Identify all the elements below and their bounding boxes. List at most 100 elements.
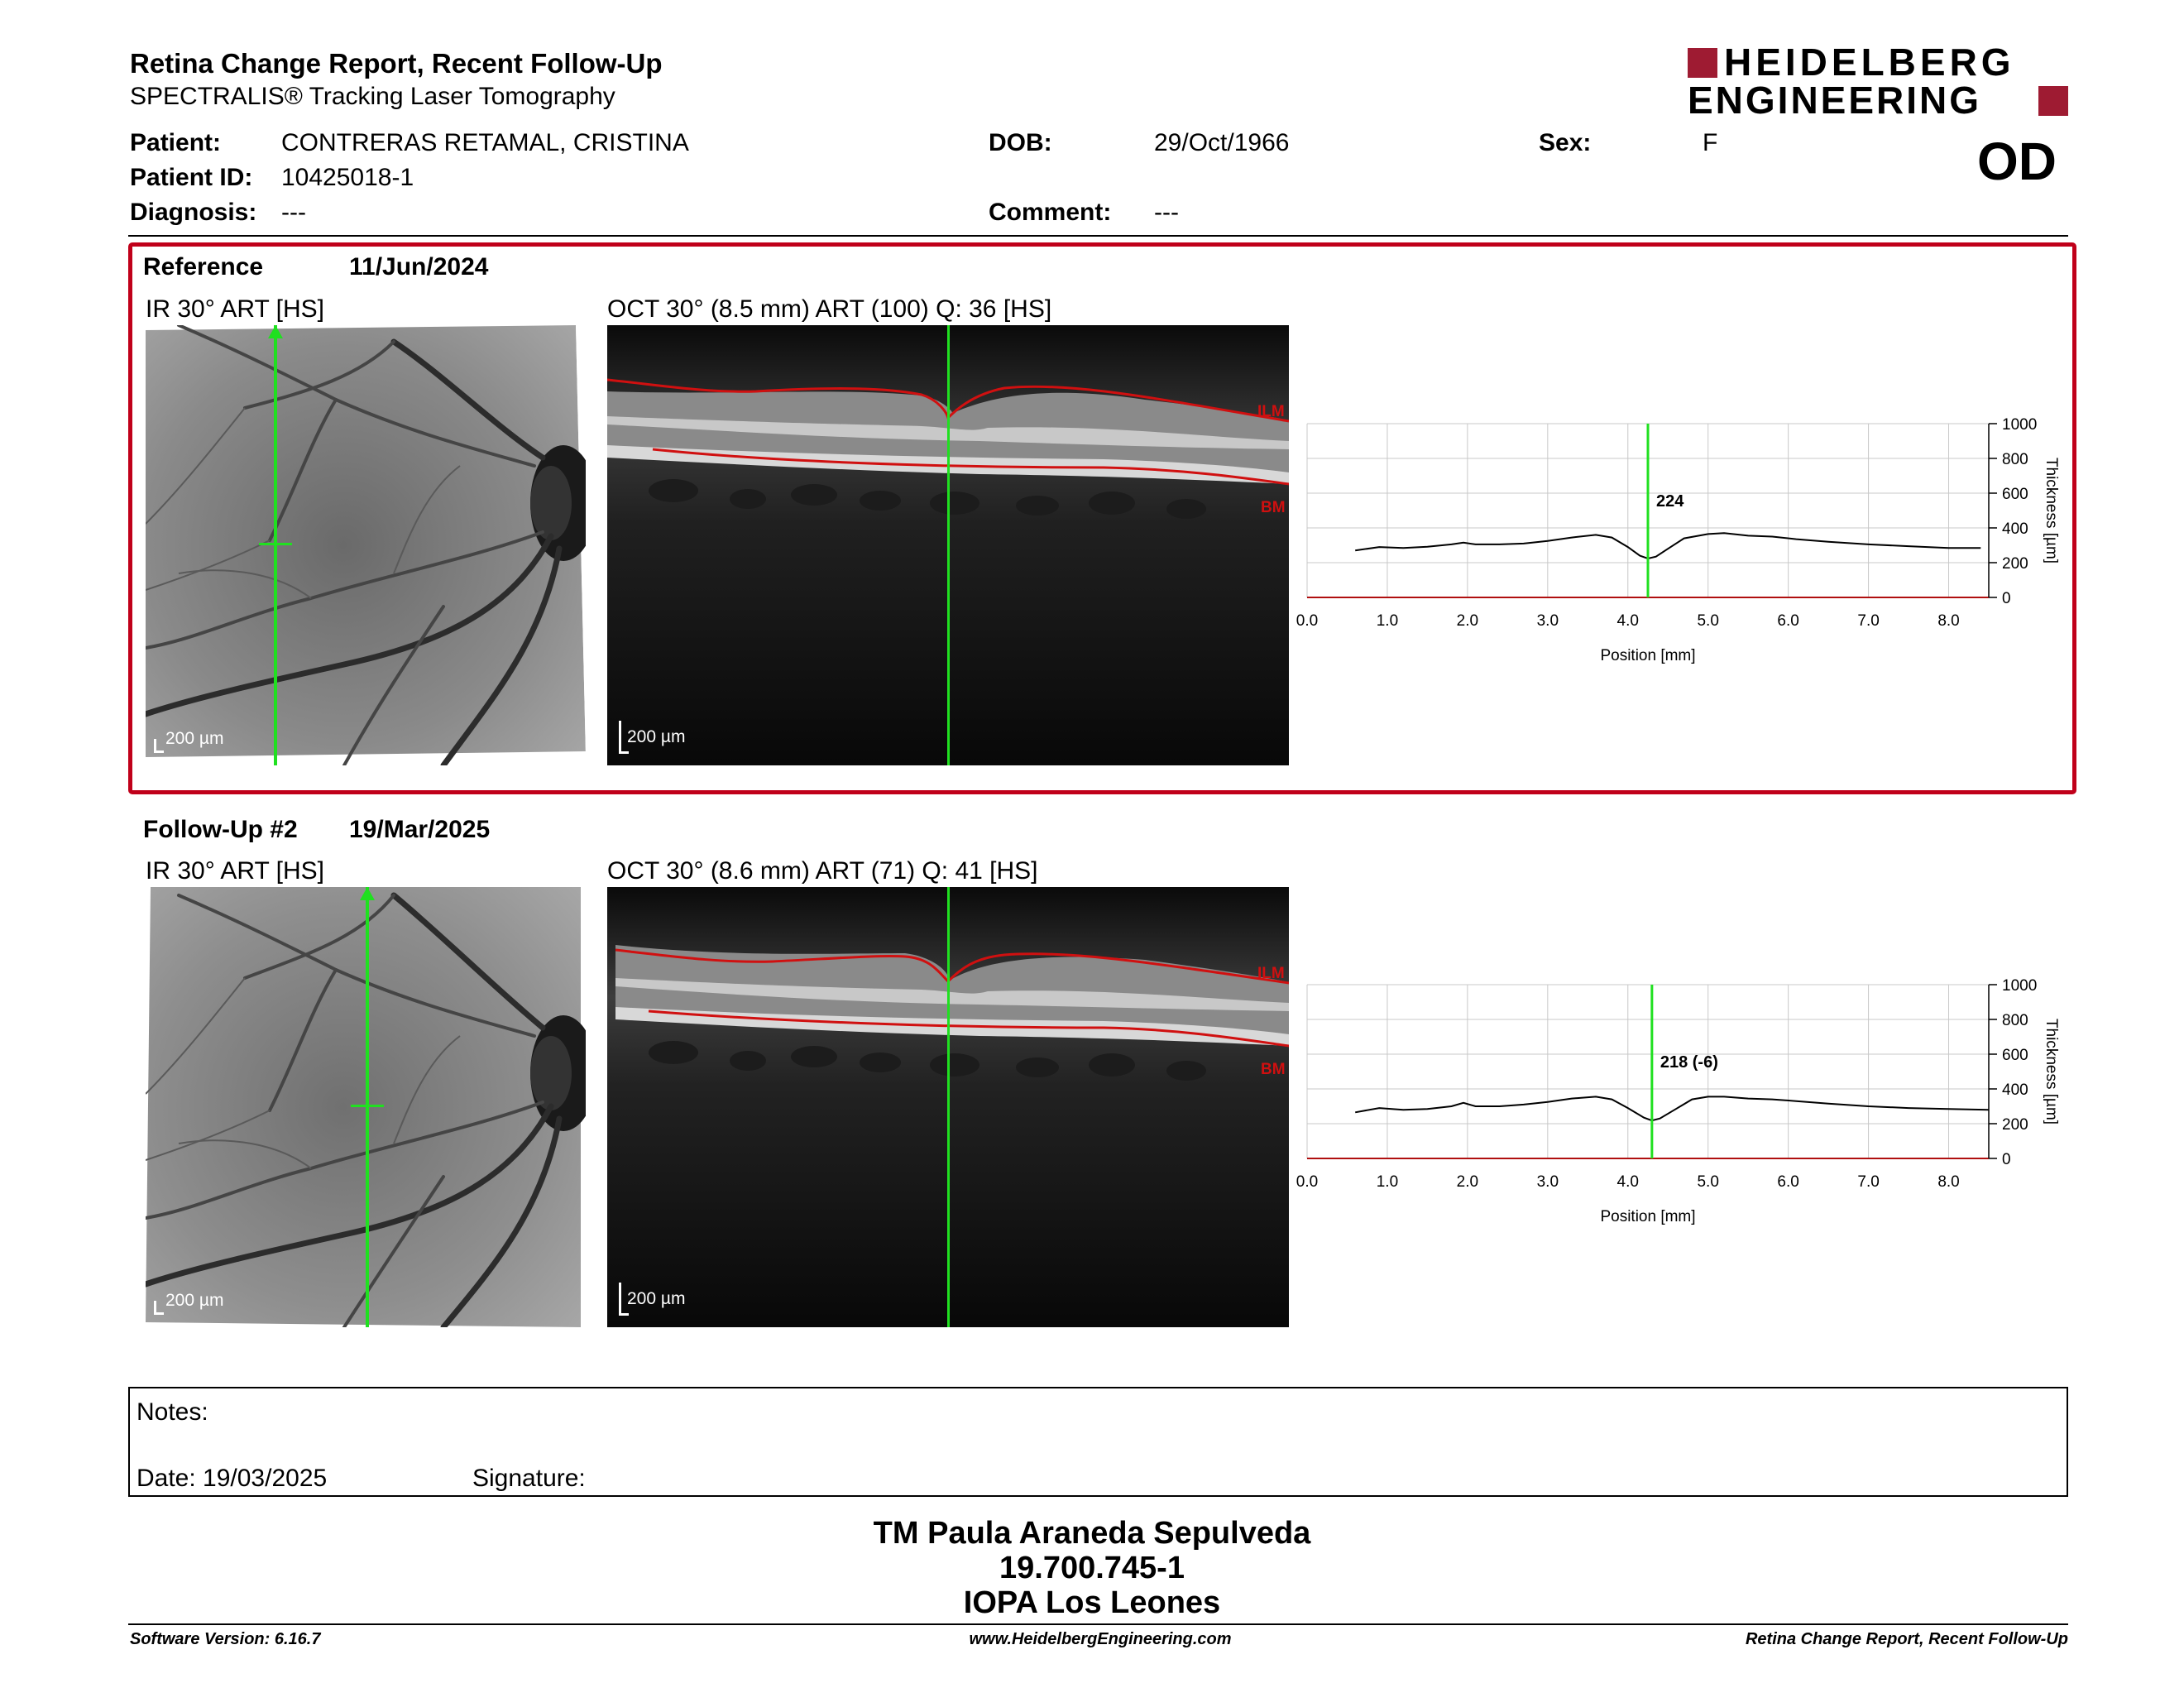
reference-y-tick-label: 600 <box>2002 486 2028 503</box>
followup-y-axis-title: Thickness [µm] <box>2043 1019 2060 1125</box>
followup-marker-value: 218 (-6) <box>1660 1053 1718 1072</box>
reference-x-tick-label: 4.0 <box>1617 612 1639 630</box>
followup-thickness-line <box>1355 1096 1990 1122</box>
reference-thickness-line <box>1355 532 1981 560</box>
reference-panel-border <box>128 242 2076 794</box>
followup-date: 19/Mar/2025 <box>349 816 491 843</box>
reference-x-tick-label: 6.0 <box>1777 612 1798 630</box>
followup-x-tick-label: 3.0 <box>1537 1173 1559 1191</box>
diagnosis-label: Diagnosis: <box>130 199 257 226</box>
followup-x-tick-label: 2.0 <box>1457 1173 1478 1191</box>
followup-label: Follow-Up #2 <box>143 816 298 843</box>
dob-label: DOB: <box>989 129 1052 156</box>
reference-ir-scale-text: 200 µm <box>165 729 224 748</box>
followup-y-tick-label: 200 <box>2002 1116 2028 1134</box>
reference-y-tick-label: 200 <box>2002 555 2028 573</box>
reference-x-tick-label: 8.0 <box>1937 612 1959 630</box>
reference-y-axis-title: Thickness [µm] <box>2043 458 2060 563</box>
followup-x-tick-label: 0.0 <box>1296 1173 1318 1191</box>
reference-label: Reference <box>143 253 264 281</box>
reference-oct-scalebar <box>619 721 621 754</box>
reference-x-tick-label: 1.0 <box>1377 612 1398 630</box>
followup-bm-label: BM <box>1261 1061 1286 1078</box>
reference-x-tick-label: 3.0 <box>1537 612 1559 630</box>
reference-thickness-chart: 0 200 400 600 800 1000 0.0 1.0 2.0 3.0 4.0 5.0 6.0 7.… <box>1296 416 2060 664</box>
followup-x-tick-label: 7.0 <box>1857 1173 1879 1191</box>
followup-y-tick-label: 800 <box>2002 1012 2028 1029</box>
reference-x-tick-label: 2.0 <box>1457 612 1478 630</box>
reference-oct-bscan-image: ILM BM 200 µm <box>607 325 1289 765</box>
followup-scan-line <box>366 887 369 1327</box>
footer-divider <box>128 1623 2068 1625</box>
operator-place: IOPA Los Leones <box>963 1585 1221 1620</box>
sex-label: Sex: <box>1539 129 1592 156</box>
followup-ilm-label: ILM <box>1257 965 1285 982</box>
followup-x-tick-label: 1.0 <box>1377 1173 1398 1191</box>
followup-y-tick-label: 1000 <box>2002 977 2037 995</box>
reference-bm-label: BM <box>1261 499 1286 516</box>
notes-label: Notes: <box>136 1398 208 1426</box>
followup-x-tick-label: 4.0 <box>1617 1173 1639 1191</box>
reference-x-tick-label: 7.0 <box>1857 612 1879 630</box>
reference-ir-fundus-image: 200 µm <box>146 325 586 765</box>
followup-x-tick-label: 5.0 <box>1697 1173 1718 1191</box>
followup-oct-scalebar <box>619 1283 621 1316</box>
logo-line1: HEIDELBERG <box>1724 41 2015 84</box>
followup-y-tick-label: 600 <box>2002 1047 2028 1064</box>
followup-ir-fundus-image: 200 µm <box>146 887 586 1327</box>
followup-y-tick-label: 0 <box>2002 1151 2011 1168</box>
reference-ilm-label: ILM <box>1257 403 1285 420</box>
reference-y-tick-label: 1000 <box>2002 416 2037 434</box>
operator-id: 19.700.745-1 <box>999 1551 1185 1585</box>
eye-label: OD <box>1977 132 2057 191</box>
reference-ir-scalebar <box>154 739 156 752</box>
followup-x-axis-title: Position [mm] <box>1600 1208 1695 1225</box>
followup-ir-caption: IR 30° ART [HS] <box>146 857 324 885</box>
followup-y-tick-label: 400 <box>2002 1081 2028 1099</box>
followup-oct-scale-text: 200 µm <box>627 1289 686 1308</box>
signature-label: Signature: <box>472 1465 586 1492</box>
header-divider <box>128 235 2068 237</box>
reference-y-tick-label: 0 <box>2002 590 2011 607</box>
reference-scan-line <box>274 325 277 765</box>
followup-ir-scalebar <box>154 1301 156 1314</box>
reference-x-axis-title: Position [mm] <box>1600 647 1695 664</box>
logo-square-bottom <box>2038 86 2068 116</box>
logo-line2: ENGINEERING <box>1688 79 1982 122</box>
comment-value: --- <box>1154 199 1179 226</box>
reference-y-tick-label: 400 <box>2002 520 2028 538</box>
followup-oct-position-line <box>947 887 950 1327</box>
report-subtitle: SPECTRALIS® Tracking Laser Tomography <box>130 83 615 110</box>
operator-name: TM Paula Araneda Sepulveda <box>873 1516 1311 1551</box>
reference-ir-caption: IR 30° ART [HS] <box>146 295 324 323</box>
logo-square-top <box>1688 48 1717 78</box>
notes-date: Date: 19/03/2025 <box>136 1465 328 1492</box>
patient-id: 10425018-1 <box>281 164 414 191</box>
reference-marker-value: 224 <box>1656 492 1684 511</box>
report-title: Retina Change Report, Recent Follow-Up <box>130 48 663 79</box>
followup-ir-scale-text: 200 µm <box>165 1291 224 1310</box>
sex-value: F <box>1703 129 1718 156</box>
reference-scan-arrow-icon <box>268 325 283 338</box>
reference-y-tick-label: 800 <box>2002 451 2028 468</box>
followup-oct-bscan-image: ILM BM 200 µm <box>607 887 1289 1327</box>
diagnosis-value: --- <box>281 199 306 226</box>
footer-report-name: Retina Change Report, Recent Follow-Up <box>1745 1630 2068 1648</box>
reference-fovea-marker <box>259 543 292 545</box>
reference-oct-caption: OCT 30° (8.5 mm) ART (100) Q: 36 [HS] <box>607 295 1052 323</box>
patient-name: CONTRERAS RETAMAL, CRISTINA <box>281 129 689 156</box>
followup-x-tick-label: 8.0 <box>1937 1173 1959 1191</box>
dob-value: 29/Oct/1966 <box>1154 129 1290 156</box>
software-version: Software Version: 6.16.7 <box>130 1630 321 1648</box>
notes-box: Notes: Date: 19/03/2025 Signature: <box>128 1387 2068 1497</box>
heidelberg-logo: HEIDELBERG ENGINEERING <box>1688 41 2068 122</box>
followup-oct-caption: OCT 30° (8.6 mm) ART (71) Q: 41 [HS] <box>607 857 1038 885</box>
reference-x-tick-label: 5.0 <box>1697 612 1718 630</box>
followup-scan-arrow-icon <box>360 887 375 900</box>
website-link[interactable]: www.HeidelbergEngineering.com <box>969 1630 1232 1648</box>
patient-label: Patient: <box>130 129 222 156</box>
followup-thickness-chart: 0 200 400 600 800 1000 0.0 1.0 2.0 3.0 4.0 5.0 6.0 7.… <box>1296 977 2060 1225</box>
reference-oct-scale-text: 200 µm <box>627 727 686 746</box>
followup-x-tick-label: 6.0 <box>1777 1173 1798 1191</box>
comment-label: Comment: <box>989 199 1112 226</box>
